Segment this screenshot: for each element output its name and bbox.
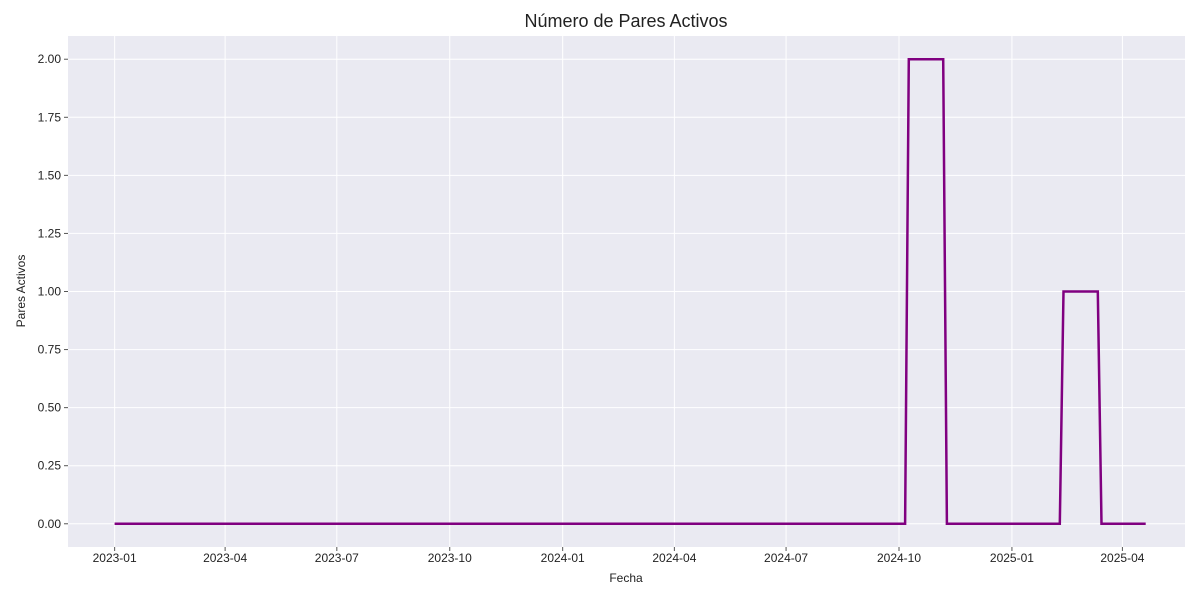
y-tick-label: 1.25 [38,226,62,240]
x-tick-label: 2024-04 [652,551,696,565]
y-tick-label: 2.00 [38,52,62,66]
x-tick-label: 2024-10 [877,551,921,565]
y-tick-label: 1.75 [38,110,62,124]
chart-title: Número de Pares Activos [524,11,727,31]
x-axis-label: Fecha [609,571,643,585]
y-tick-label: 0.50 [38,401,62,415]
y-tick-labels: 0.00 0.25 0.50 0.75 1.00 1.25 1.50 1.75 2.00 [38,52,68,531]
x-tick-label: 2023-07 [315,551,359,565]
x-tick-label: 2023-10 [428,551,472,565]
y-tick-label: 0.00 [38,517,62,531]
y-tick-label: 1.50 [38,168,62,182]
x-gridlines [114,36,1123,547]
series-layer [114,57,1146,526]
x-tick-label: 2025-01 [990,551,1034,565]
series-line [114,57,1146,526]
y-tick-label: 0.25 [38,459,62,473]
x-tick-label: 2023-04 [203,551,247,565]
x-tick-label: 2024-07 [764,551,808,565]
x-tick-labels: 2023-01 2023-04 2023-07 2023-10 2024-01 2024-… [93,547,1145,565]
y-axis-label: Pares Activos [14,255,28,328]
x-tick-label: 2025-04 [1100,551,1144,565]
x-tick-label: 2023-01 [93,551,137,565]
y-tick-label: 1.00 [38,285,62,299]
x-tick-label: 2024-01 [541,551,585,565]
y-tick-label: 0.75 [38,343,62,357]
